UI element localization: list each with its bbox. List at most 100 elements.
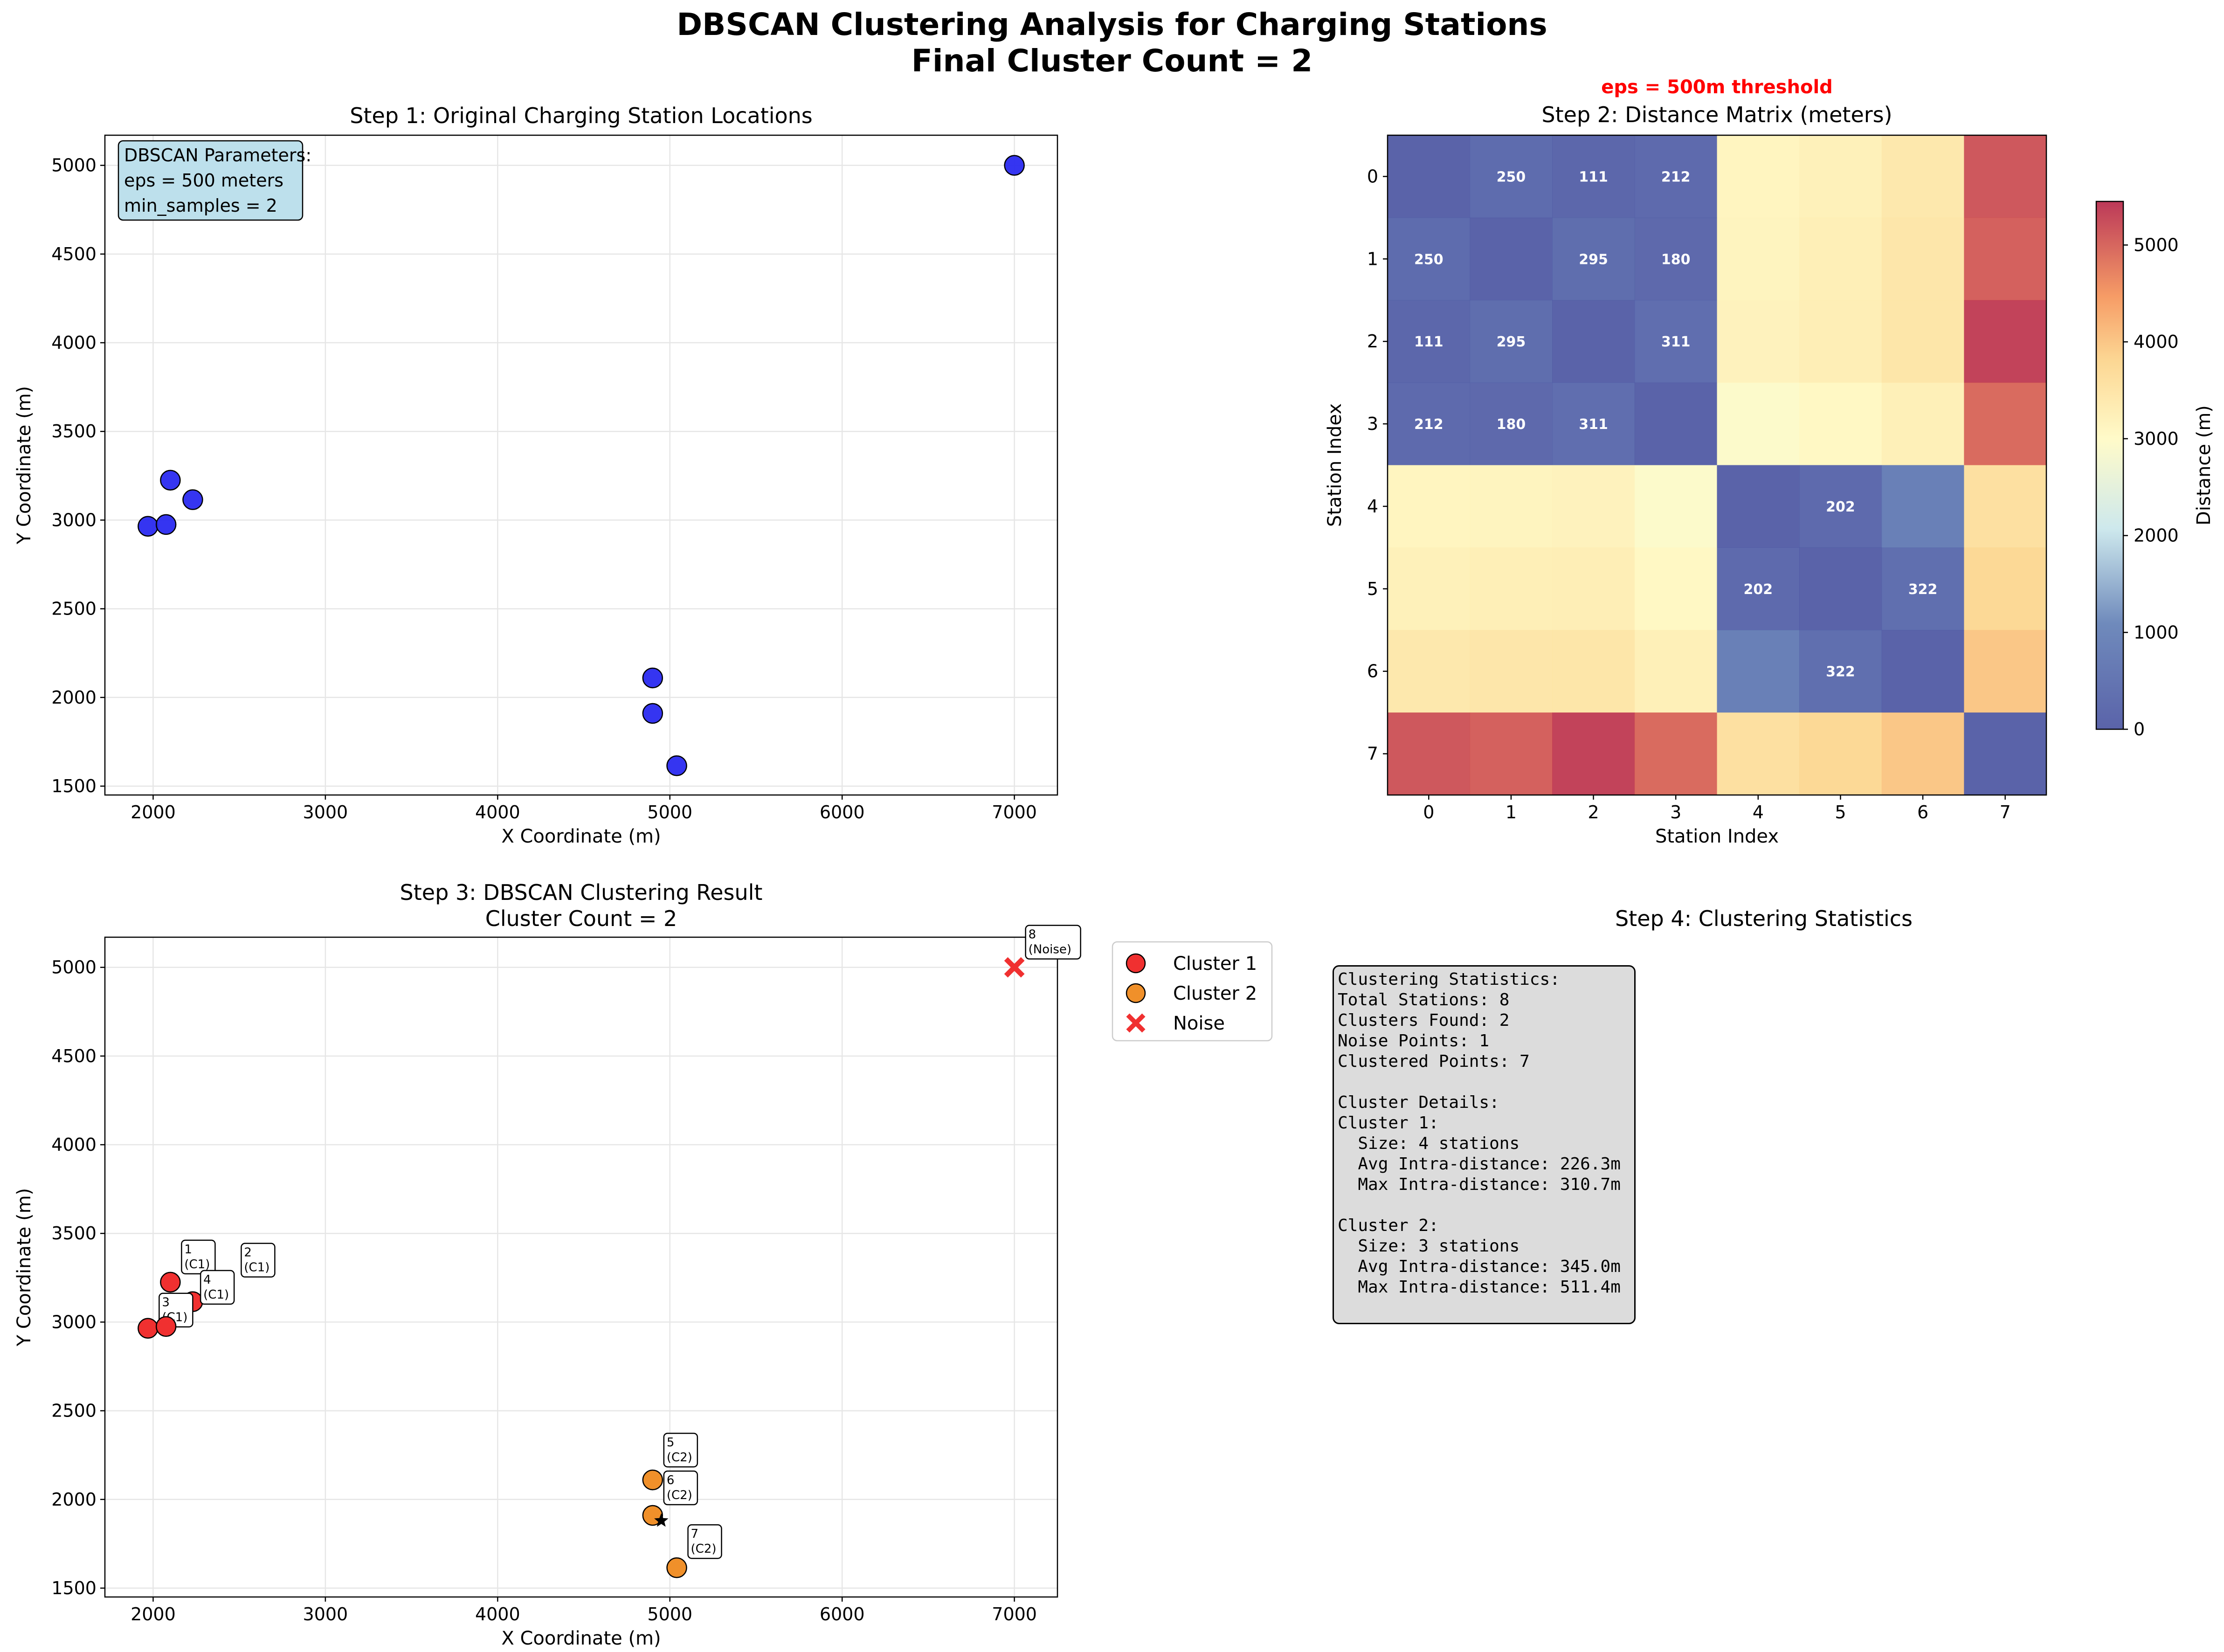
point-annotation-id: 8 [1029, 928, 1036, 942]
station-point [642, 667, 663, 689]
heatmap-cell-label: 250 [1414, 251, 1444, 268]
heatmap-cell [1552, 382, 1635, 465]
x-tick-label: 6 [1917, 802, 1928, 823]
step4-title: Step 4: Clustering Statistics [1615, 906, 1913, 931]
heatmap-cell [1552, 712, 1635, 795]
x-tick-label: 6000 [820, 802, 865, 823]
heatmap-cell [1717, 712, 1800, 795]
legend-label-cluster-2: Cluster 2 [1173, 983, 1257, 1004]
heatmap-cell-label: 295 [1497, 334, 1526, 350]
point-annotation-tag: (C2) [691, 1542, 717, 1556]
cluster-point [160, 1272, 181, 1293]
heatmap-cell [1799, 135, 1882, 218]
heatmap-cell [1388, 300, 1471, 383]
heatmap-cell-label: 311 [1661, 334, 1691, 350]
point-annotation-tag: (C2) [667, 1488, 692, 1502]
heatmap-cell [1881, 712, 1964, 795]
stats-line: Avg Intra-distance: 345.0m [1338, 1257, 1621, 1276]
stats-line: Avg Intra-distance: 226.3m [1338, 1154, 1621, 1174]
heatmap-cell [1552, 630, 1635, 713]
colorbar-tick-label: 4000 [2134, 332, 2179, 352]
heatmap-cell-label: 322 [1908, 581, 1938, 598]
heatmap-cell [1717, 547, 1800, 630]
heatmap-frame [1387, 134, 2047, 796]
x-axis-label: Station Index [1655, 826, 1779, 847]
heatmap-cell [1717, 630, 1800, 713]
heatmap-cell [1881, 300, 1964, 383]
point-annotation-box [181, 1239, 216, 1275]
point-annotation-box [200, 1270, 235, 1305]
y-tick-label: 2500 [51, 599, 97, 619]
y-tick-label: 3500 [51, 421, 97, 442]
point-annotation-box [663, 1470, 698, 1506]
heatmap-cell-label: 111 [1579, 169, 1608, 185]
legend-label-cluster-1: Cluster 1 [1173, 953, 1257, 975]
heatmap-cell [1964, 217, 2047, 301]
x-tick-label: 4000 [475, 802, 520, 823]
heatmap-cell [1964, 300, 2047, 383]
figure-subtitle: Final Cluster Count = 2 [911, 43, 1313, 79]
heatmap-cell [1799, 382, 1882, 465]
heatmap-cell-label: 212 [1414, 416, 1444, 433]
heatmap-cell-label: 322 [1826, 664, 1855, 680]
heatmap-cell [1552, 465, 1635, 548]
x-tick-label: 5000 [647, 1604, 692, 1624]
point-annotation-id: 3 [162, 1296, 170, 1310]
heatmap-cell [1881, 465, 1964, 548]
x-tick-label: 2000 [131, 1604, 176, 1624]
heatmap-cell-label: 180 [1497, 416, 1526, 433]
legend-marker-cluster-2 [1126, 983, 1146, 1003]
y-tick-label: 2000 [51, 687, 97, 708]
heatmap-cell [1881, 135, 1964, 218]
point-annotation-id: 4 [203, 1273, 211, 1287]
stats-line: Clustering Statistics: [1338, 970, 1560, 989]
x-tick-label: 5000 [647, 802, 692, 823]
cluster-point [666, 1557, 687, 1578]
y-axis-label: Station Index [1324, 403, 1346, 527]
heatmap-cell [1717, 382, 1800, 465]
heatmap-cell [1388, 465, 1471, 548]
heatmap-cell [1964, 712, 2047, 795]
x-tick-label: 4 [1753, 802, 1764, 823]
heatmap-cell [1388, 217, 1471, 301]
y-tick-label: 1500 [51, 1578, 97, 1598]
heatmap-cell [1799, 217, 1882, 301]
figure-title: DBSCAN Clustering Analysis for Charging … [677, 7, 1547, 42]
point-annotation-id: 7 [691, 1527, 699, 1541]
station-point [182, 489, 203, 510]
heatmap-cell [1470, 217, 1553, 301]
y-tick-label: 3500 [51, 1223, 97, 1244]
legend-marker-cluster-1 [1126, 953, 1146, 974]
y-tick-label: 3 [1367, 414, 1378, 434]
plot-frame [104, 134, 1058, 796]
plot-area [105, 135, 1057, 795]
heatmap-cell [1881, 382, 1964, 465]
heatmap-cell [1552, 547, 1635, 630]
heatmap-cell [1964, 465, 2047, 548]
heatmap-cell [1881, 217, 1964, 301]
x-tick-label: 3000 [303, 802, 348, 823]
heatmap-cell [1634, 465, 1717, 548]
y-tick-label: 3000 [51, 1312, 97, 1332]
stats-line: Noise Points: 1 [1338, 1031, 1490, 1051]
x-tick-label: 0 [1423, 802, 1434, 823]
heatmap-cell [1799, 630, 1882, 713]
heatmap-cell [1552, 135, 1635, 218]
plot-frame [104, 936, 1058, 1598]
heatmap-cell [1470, 382, 1553, 465]
heatmap-cell [1388, 712, 1471, 795]
station-point [642, 703, 663, 724]
point-annotation-tag: (C2) [667, 1451, 692, 1465]
colorbar-tick-label: 2000 [2134, 525, 2179, 546]
y-tick-label: 0 [1367, 166, 1378, 187]
y-axis-label: Y Coordinate (m) [14, 386, 35, 545]
heatmap-cell [1552, 217, 1635, 301]
point-annotation-id: 6 [667, 1473, 675, 1487]
y-tick-label: 6 [1367, 661, 1378, 682]
heatmap-cell-label: 212 [1661, 169, 1691, 185]
stats-line [1338, 1195, 1630, 1216]
point-annotation-id: 1 [184, 1243, 192, 1257]
heatmap-cell [1881, 547, 1964, 630]
legend-box [1112, 941, 1273, 1042]
colorbar-tick-label: 5000 [2134, 235, 2179, 255]
